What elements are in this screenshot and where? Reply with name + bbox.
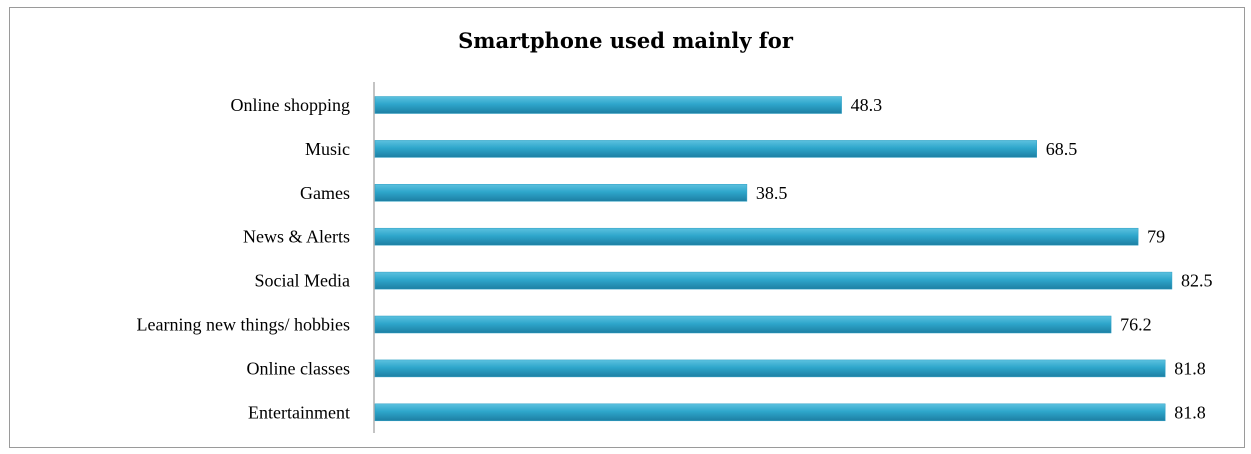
bar [374,271,1173,290]
bar [374,227,1139,246]
category-label: Games [300,183,350,203]
category-label: News & Alerts [243,227,350,247]
category-label: Learning new things/ hobbies [137,315,350,335]
data-label: 81.8 [1174,358,1206,378]
data-label: 79 [1147,227,1165,247]
data-label: 48.3 [851,95,883,115]
data-label: 68.5 [1046,139,1078,159]
data-label: 82.5 [1181,271,1213,291]
chart-title: Smartphone used mainly for [458,28,793,53]
data-label: 38.5 [756,183,788,203]
bar [374,359,1166,378]
bar [374,96,842,114]
bar [374,184,748,202]
data-label: 76.2 [1120,315,1152,335]
category-label: Online shopping [231,95,351,115]
data-label: 81.8 [1174,402,1206,422]
category-label: Social Media [255,271,350,291]
bar [374,140,1037,158]
category-label: Online classes [247,358,350,378]
bar [374,315,1112,334]
category-label: Music [305,139,350,159]
category-label: Entertainment [248,402,350,422]
bar [374,403,1166,422]
